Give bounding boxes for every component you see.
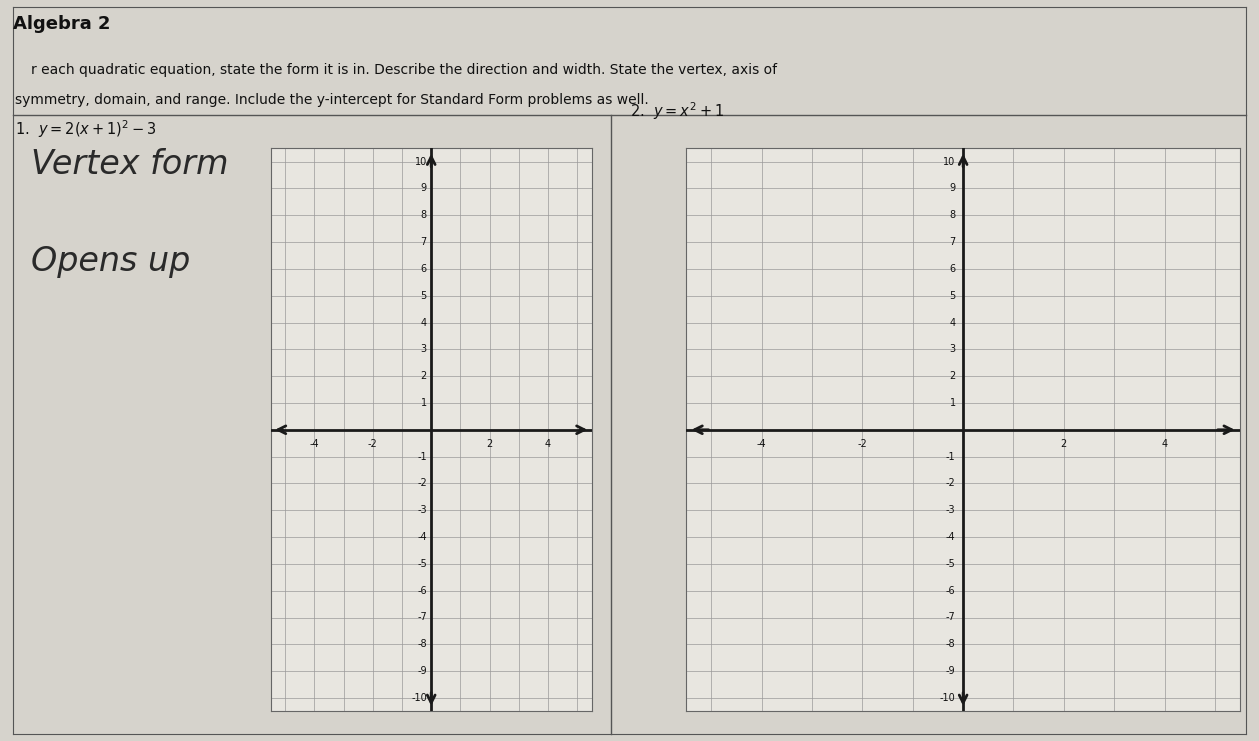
Text: 2: 2 bbox=[1061, 439, 1066, 449]
Text: -10: -10 bbox=[412, 693, 427, 703]
Text: -9: -9 bbox=[946, 666, 956, 676]
Text: Algebra 2: Algebra 2 bbox=[13, 15, 110, 33]
Text: -3: -3 bbox=[946, 505, 956, 515]
Text: 8: 8 bbox=[949, 210, 956, 220]
Text: 4: 4 bbox=[421, 317, 427, 328]
Text: 4: 4 bbox=[1162, 439, 1167, 449]
Text: 7: 7 bbox=[421, 237, 427, 247]
Text: -4: -4 bbox=[757, 439, 767, 449]
Text: -8: -8 bbox=[946, 639, 956, 649]
Text: -2: -2 bbox=[417, 479, 427, 488]
Text: 2: 2 bbox=[949, 371, 956, 381]
Text: 10: 10 bbox=[414, 156, 427, 167]
Text: -2: -2 bbox=[368, 439, 378, 449]
Text: -4: -4 bbox=[946, 532, 956, 542]
Text: -2: -2 bbox=[946, 479, 956, 488]
Text: -5: -5 bbox=[946, 559, 956, 569]
Text: -4: -4 bbox=[417, 532, 427, 542]
Text: 1: 1 bbox=[949, 398, 956, 408]
Text: -2: -2 bbox=[857, 439, 867, 449]
Text: -10: -10 bbox=[939, 693, 956, 703]
Text: -1: -1 bbox=[417, 451, 427, 462]
Text: -6: -6 bbox=[417, 585, 427, 596]
Text: Vertex form: Vertex form bbox=[31, 148, 229, 182]
Text: -5: -5 bbox=[417, 559, 427, 569]
Text: 10: 10 bbox=[943, 156, 956, 167]
Text: 6: 6 bbox=[949, 264, 956, 274]
Text: 2.  $y = x^2 + 1$: 2. $y = x^2 + 1$ bbox=[630, 100, 724, 122]
Text: 5: 5 bbox=[949, 290, 956, 301]
Text: -8: -8 bbox=[417, 639, 427, 649]
Text: -1: -1 bbox=[946, 451, 956, 462]
Text: -7: -7 bbox=[946, 613, 956, 622]
Text: 9: 9 bbox=[421, 184, 427, 193]
Text: 3: 3 bbox=[421, 345, 427, 354]
Text: 2: 2 bbox=[486, 439, 492, 449]
Text: -3: -3 bbox=[417, 505, 427, 515]
Text: 3: 3 bbox=[949, 345, 956, 354]
Text: 8: 8 bbox=[421, 210, 427, 220]
Text: 2: 2 bbox=[421, 371, 427, 381]
Text: 6: 6 bbox=[421, 264, 427, 274]
Text: 1: 1 bbox=[421, 398, 427, 408]
Text: r each quadratic equation, state the form it is in. Describe the direction and w: r each quadratic equation, state the for… bbox=[31, 63, 778, 77]
Text: 7: 7 bbox=[949, 237, 956, 247]
Text: -4: -4 bbox=[310, 439, 320, 449]
Text: 1.  $y = 2(x+1)^2 - 3$: 1. $y = 2(x+1)^2 - 3$ bbox=[15, 119, 156, 140]
Text: symmetry, domain, and range. Include the y-intercept for Standard Form problems : symmetry, domain, and range. Include the… bbox=[15, 93, 648, 107]
Text: 5: 5 bbox=[421, 290, 427, 301]
Text: 9: 9 bbox=[949, 184, 956, 193]
Text: -7: -7 bbox=[417, 613, 427, 622]
Text: Opens up: Opens up bbox=[31, 245, 190, 278]
Text: -6: -6 bbox=[946, 585, 956, 596]
Text: 4: 4 bbox=[545, 439, 551, 449]
Text: -9: -9 bbox=[417, 666, 427, 676]
Text: 4: 4 bbox=[949, 317, 956, 328]
